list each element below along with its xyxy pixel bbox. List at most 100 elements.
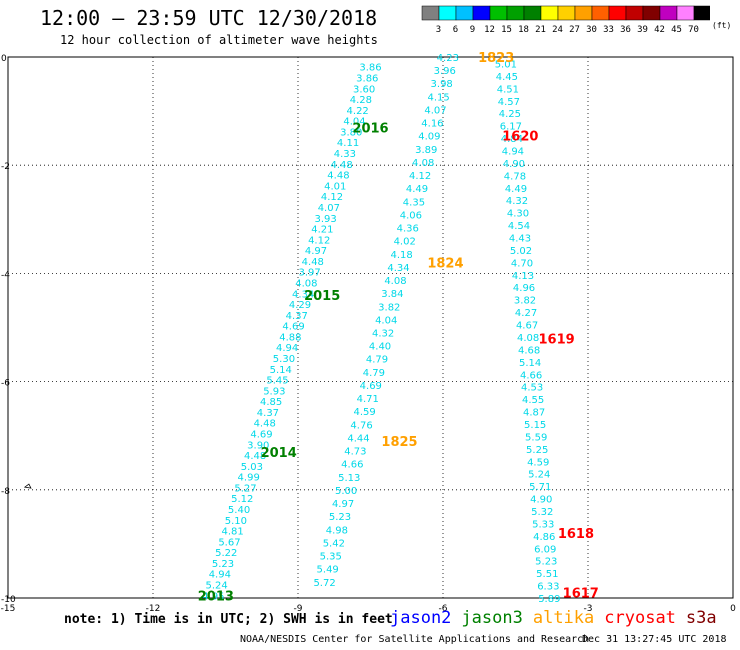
wave-height-value: 5.00 (335, 486, 357, 497)
color-scale-label: 30 (586, 25, 597, 35)
wave-height-value: 4.85 (260, 397, 282, 408)
wave-height-value: 4.48 (327, 171, 349, 182)
wave-height-value: 4.12 (409, 171, 431, 182)
track-id-label: 1825 (381, 435, 417, 450)
wave-height-value: 4.97 (305, 246, 327, 257)
wave-height-value: 3.90 (247, 440, 269, 451)
color-scale-label: 18 (518, 25, 529, 35)
wave-height-value: 4.73 (344, 447, 366, 458)
wave-height-value: 4.34 (292, 289, 314, 300)
wave-height-value: 3.97 (298, 268, 320, 279)
track-id-label: 1620 (502, 129, 538, 144)
wave-height-value: 5.24 (205, 581, 227, 592)
wave-height-value: 4.09 (418, 132, 440, 143)
wave-height-value: 4.71 (357, 394, 379, 405)
wave-height-value: 4.08 (384, 276, 406, 287)
wave-height-value: 4.25 (499, 109, 521, 120)
wave-height-value: 4.07 (318, 203, 340, 214)
satellite-legend-item: altika (532, 608, 595, 628)
x-tick-label: 0 (730, 604, 736, 614)
track-id-label: 1619 (538, 332, 574, 347)
wave-height-value: 5.59 (525, 432, 547, 443)
wave-height-value: 4.36 (397, 224, 419, 235)
color-scale-label: 21 (535, 25, 546, 35)
wave-height-value: 5.10 (225, 516, 247, 527)
wave-height-value: 4.79 (363, 368, 385, 379)
wave-height-value: 4.69 (282, 322, 304, 333)
wave-height-value: 4.53 (521, 383, 543, 394)
track-id-label: 2016 (352, 121, 388, 136)
wave-height-value: 5.67 (218, 537, 240, 548)
wave-height-value: 3.60 (353, 84, 375, 95)
wave-height-value: 4.51 (497, 84, 519, 95)
wave-height-value: 5.45 (266, 376, 288, 387)
color-scale-label: 45 (671, 25, 682, 35)
satellite-legend-item: s3a (685, 608, 717, 628)
wave-height-value: 3.82 (378, 302, 400, 313)
track-c-values: 5.014.454.514.574.256.174.844.944.904.78… (495, 59, 561, 605)
wave-height-value: 5.49 (317, 565, 339, 576)
wave-height-value: 4.99 (238, 473, 260, 484)
color-scale-label: 33 (603, 25, 614, 35)
satellite-legend-item: jason2 (390, 608, 452, 628)
wave-height-value: 4.69 (250, 429, 272, 440)
wave-height-value: 4.98 (326, 525, 348, 536)
x-tick-label: -6 (439, 604, 448, 614)
wave-height-value: 5.23 (535, 557, 557, 568)
wave-height-value: 4.07 (424, 105, 446, 116)
wave-height-value: 4.15 (427, 92, 449, 103)
wave-height-value: 4.40 (369, 342, 391, 353)
wave-height-value: 4.68 (518, 345, 540, 356)
wave-height-value: 5.14 (270, 365, 292, 376)
color-scale-label: 24 (552, 25, 563, 35)
wave-height-value: 4.66 (520, 370, 542, 381)
wave-height-value: 3.86 (359, 63, 381, 74)
wave-height-value: 4.81 (222, 527, 244, 538)
wave-height-value: 4.69 (360, 381, 382, 392)
wave-height-value: 4.88 (279, 332, 301, 343)
wave-height-value: 4.33 (334, 149, 356, 160)
wave-height-value: 4.90 (503, 159, 525, 170)
wave-height-value: 4.90 (530, 495, 552, 506)
track-id-label: 1824 (427, 257, 463, 272)
color-scale-label: 42 (654, 25, 665, 35)
wave-height-value: 4.70 (511, 258, 533, 269)
color-scale-unit: (ft) (712, 21, 732, 30)
wave-height-value: 4.22 (347, 106, 369, 117)
wave-height-value: 4.37 (286, 311, 308, 322)
track-id-label: 2014 (261, 446, 297, 461)
track-id-label: 2015 (304, 289, 340, 304)
wave-height-value: 5.01 (495, 59, 517, 70)
wave-height-value: 5.30 (273, 354, 295, 365)
wave-height-value: 4.37 (257, 408, 279, 419)
wave-height-value: 4.57 (498, 97, 520, 108)
wave-height-value: 4.01 (324, 181, 346, 192)
wave-height-value: 3.89 (415, 145, 437, 156)
wave-height-value: 4.49 (406, 184, 428, 195)
wave-height-value: 4.59 (354, 407, 376, 418)
wave-height-value: 5.33 (532, 519, 554, 530)
wave-height-value: 4.08 (412, 158, 434, 169)
wave-height-value: 3.86 (356, 74, 378, 85)
wave-height-value: 5.93 (263, 386, 285, 397)
wave-height-value: 3.93 (314, 214, 336, 225)
wave-height-value: 4.35 (403, 197, 425, 208)
wave-height-value: 4.23 (437, 53, 459, 64)
satellite-legend: jason2 jason3 altika cryosat s3a (390, 608, 727, 628)
wave-height-value: 4.29 (289, 300, 311, 311)
wave-height-value: 4.78 (504, 171, 526, 182)
page-subtitle: 12 hour collection of altimeter wave hei… (60, 33, 378, 47)
wave-height-value: 5.89 (538, 594, 560, 605)
color-scale-label: 27 (569, 25, 580, 35)
wave-height-value: 5.02 (510, 246, 532, 257)
wave-height-value: 5.13 (338, 473, 360, 484)
y-tick-label: 0 (1, 54, 7, 64)
wave-height-value: 6.09 (534, 544, 556, 555)
wave-height-value: 4.49 (505, 184, 527, 195)
x-tick-label: -15 (1, 604, 16, 614)
wave-height-value: 5.40 (228, 505, 250, 516)
generation-timestamp: Dec 31 13:27:45 UTC 2018 (582, 634, 727, 645)
wave-height-value: 4.94 (502, 147, 524, 158)
y-tick-label: -4 (1, 270, 10, 280)
